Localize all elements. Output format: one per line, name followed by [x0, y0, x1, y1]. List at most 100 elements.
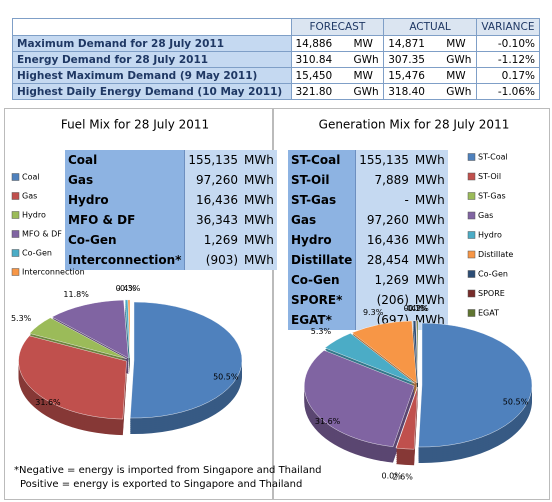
slice-side [125, 307, 130, 366]
slice [304, 350, 415, 447]
mix-cell: (903) [184, 250, 242, 270]
slice [324, 333, 416, 384]
mix-row: ST-Oil 7,889 MWh [288, 170, 448, 190]
mix-cell: ST-Gas [288, 190, 357, 210]
legend-label: Co-Gen [478, 270, 508, 279]
mix-cell: MWh [411, 250, 448, 270]
data-label: 5.3% [311, 327, 332, 336]
data-label: 9.3% [363, 308, 384, 317]
mix-cell: EGAT* [288, 310, 357, 330]
legend-swatch [11, 249, 20, 257]
data-label: 50.5% [503, 397, 529, 406]
mix-cell: MWh [241, 170, 277, 190]
summary-cell: 0.17% [475, 67, 541, 84]
data-label: 31.6% [315, 417, 341, 426]
mix-row: MFO & DF 36,343 MWh [65, 210, 277, 230]
mix-cell: 16,436 [184, 190, 242, 210]
legend-swatch [467, 192, 476, 200]
legend-label: Gas [478, 211, 493, 220]
chart-title: Generation Mix for 28 July 2011 [319, 118, 510, 132]
slice-side [413, 330, 418, 393]
legend-label: ST-Coal [478, 153, 508, 162]
mix-row: ST-Coal 155,135 MWh [288, 150, 448, 170]
slice-side [413, 326, 418, 389]
mix-cell: 16,436 [355, 230, 412, 250]
legend-label: Distillate [478, 250, 513, 259]
generation-panel [272, 108, 550, 500]
data-label: 0.4% [116, 284, 137, 293]
mix-cell: Gas [65, 170, 186, 190]
mix-cell: MWh [411, 170, 448, 190]
header-cell [12, 18, 292, 36]
mix-row: Coal 155,135 MWh [65, 150, 277, 170]
mix-cell: Gas [288, 210, 357, 230]
summary-cell: Energy Demand for 28 July 2011 [12, 51, 292, 68]
data-label: 0.0% [382, 472, 403, 481]
mix-cell: Hydro [288, 230, 357, 250]
data-label: 2.6% [392, 473, 413, 482]
legend-swatch [11, 173, 20, 181]
summary-cell: 15,476 [383, 67, 443, 84]
slice [416, 320, 419, 383]
slice [395, 387, 418, 450]
legend-label: Hydro [22, 211, 46, 220]
mix-cell: ST-Coal [288, 150, 357, 170]
slice-side [125, 313, 130, 372]
fuel-table: Coal 155,135 MWh Gas 97,260 MWh Hydro 16,436 MWh… [65, 150, 277, 270]
mix-cell: Hydro [65, 190, 186, 210]
slice-side [125, 309, 130, 368]
mix-row: Distillate 28,454 MWh [288, 250, 448, 270]
legend-swatch [11, 230, 20, 238]
legend-swatch [467, 172, 476, 181]
slice-side [413, 324, 418, 387]
legend-label: Coal [22, 173, 40, 182]
header-row: FORECAST ACTUAL VARIANCE [12, 18, 541, 36]
mix-cell: SPORE* [288, 290, 357, 310]
legend-swatch [467, 250, 476, 259]
data-label: -0.2% [406, 304, 430, 313]
legend-swatch [11, 211, 20, 219]
mix-row: ST-Gas - MWh [288, 190, 448, 210]
mix-cell: 97,260 [184, 170, 242, 190]
summary-row: Energy Demand for 28 July 2011 310.84 GWh 3… [12, 51, 541, 68]
data-label: 11.8% [63, 290, 89, 299]
mix-cell: Co-Gen [65, 230, 186, 250]
summary-cell: 307.35 [383, 51, 443, 68]
mix-cell: MWh [411, 290, 448, 310]
legend-label: Interconnection [22, 268, 85, 277]
summary-cell: -1.06% [475, 83, 541, 100]
slice-side [413, 332, 418, 395]
data-label: 31.6% [35, 398, 61, 407]
mix-cell: MWh [411, 230, 448, 250]
header-cell: VARIANCE [475, 18, 541, 36]
mix-row: Hydro 16,436 MWh [288, 230, 448, 250]
mix-row: Co-Gen 1,269 MWh [65, 230, 277, 250]
mix-cell: MWh [411, 210, 448, 230]
summary-cell: 321.80 [290, 83, 350, 100]
mix-cell: MWh [411, 150, 448, 170]
summary-cell: GWh [349, 51, 385, 68]
slice [51, 299, 129, 359]
mix-row: Gas 97,260 MWh [288, 210, 448, 230]
slice [130, 301, 243, 419]
legend-label: ST-Oil [478, 172, 501, 181]
legend-swatch [467, 231, 476, 239]
mix-row: Co-Gen 1,269 MWh [288, 270, 448, 290]
data-label: 50.5% [213, 372, 239, 381]
summary-cell: 318.40 [383, 83, 443, 100]
slice [418, 322, 533, 448]
mix-row: Hydro 16,436 MWh [65, 190, 277, 210]
legend-swatch [467, 270, 476, 278]
mix-row: Gas 97,260 MWh [65, 170, 277, 190]
mix-cell: MWh [241, 210, 277, 230]
summary-cell: GWh [442, 83, 477, 100]
slice-side [125, 305, 130, 364]
mix-cell: Interconnection* [65, 250, 186, 270]
summary-cell: -1.12% [475, 51, 541, 68]
mix-cell: MWh [241, 190, 277, 210]
summary-cell: Highest Daily Energy Demand (10 May 2011… [12, 83, 292, 100]
slice [351, 320, 417, 384]
legend-label: MFO & DF [22, 230, 62, 239]
